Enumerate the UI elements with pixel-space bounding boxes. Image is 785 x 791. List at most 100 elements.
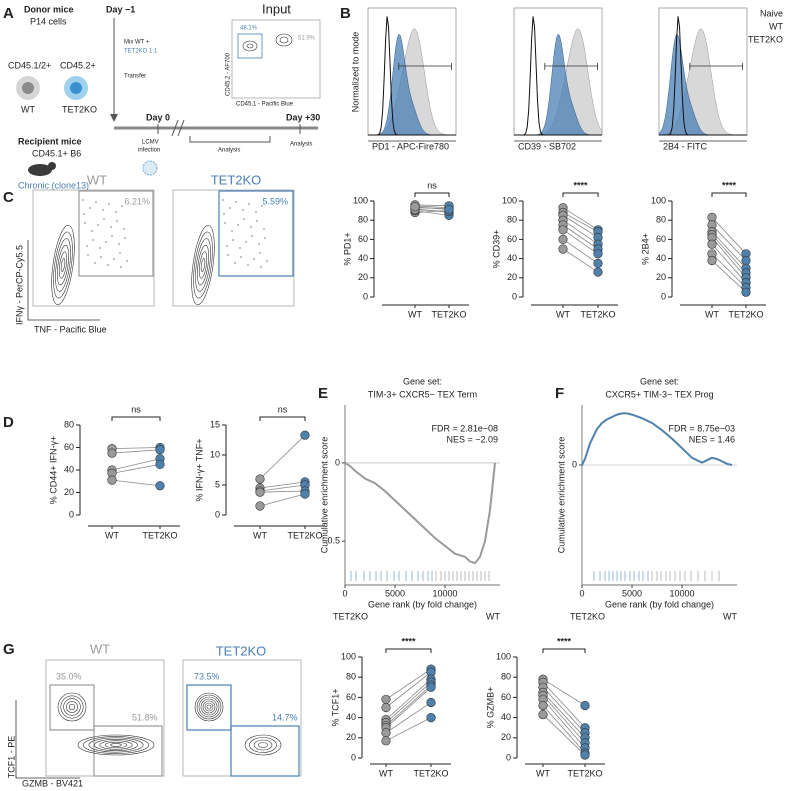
panel-label: C <box>3 189 14 206</box>
event-dot <box>87 254 89 256</box>
pair-line <box>711 260 747 293</box>
event-dot <box>245 241 247 243</box>
event-dot <box>105 241 107 243</box>
analysis-text: Analysis <box>290 142 312 148</box>
y-tick-label: 20 <box>346 732 356 742</box>
cell-icon <box>70 82 82 94</box>
axis-label: IFNγ - PerCP-Cy5.5 <box>14 245 24 325</box>
axis-label: GZMB - BV421 <box>22 778 83 788</box>
x-tick-label: TET2KO <box>142 530 177 540</box>
infection-text: infection <box>138 148 160 154</box>
significance-label: **** <box>573 180 588 190</box>
pair-line <box>542 695 586 744</box>
contour <box>51 225 75 305</box>
event-dot <box>121 205 123 207</box>
event-dot <box>86 245 88 247</box>
pair-line <box>259 493 306 507</box>
x-tick-label: WT <box>556 309 570 319</box>
contour <box>193 231 213 299</box>
transfer-text: Transfer <box>124 74 146 80</box>
event-dot <box>266 260 268 262</box>
chart-title: TIM-3+ CXCR5− TEX Term <box>368 389 477 399</box>
contour <box>110 743 122 747</box>
y-tick-label: 20 <box>64 487 74 497</box>
pair-line <box>111 449 161 454</box>
significance-bracket <box>414 192 450 197</box>
event-dot <box>261 205 263 207</box>
contour <box>200 258 206 272</box>
y-axis-label: % IFN-γ+ TNF+ <box>194 438 204 501</box>
virus-icon <box>142 160 158 176</box>
panel-label: A <box>3 5 14 22</box>
pair-line <box>562 215 599 238</box>
event-dot <box>243 218 245 220</box>
event-dot <box>95 201 97 203</box>
y-tick-label: 40 <box>358 253 368 263</box>
x-tick-label: WT <box>536 768 550 778</box>
pair-line <box>711 224 747 261</box>
data-point <box>381 736 391 746</box>
significance-label: **** <box>557 636 572 646</box>
recipient-title: Recipient mice <box>18 136 82 146</box>
data-point <box>538 709 548 720</box>
data-point <box>381 694 391 705</box>
y-tick-label: 15 <box>210 419 220 429</box>
pair-line <box>414 210 450 216</box>
contour <box>197 244 209 286</box>
contour <box>83 736 149 754</box>
end-label: WT <box>486 611 500 621</box>
contour <box>202 700 216 714</box>
event-dot <box>227 254 229 256</box>
x-tick-label: TET2KO <box>431 309 466 319</box>
x-tick-label: WT <box>379 768 393 778</box>
pair-line <box>542 699 586 749</box>
axis-label: TNF - Pacific Blue <box>34 324 107 334</box>
y-axis-label: % PD1+ <box>342 232 352 265</box>
contour <box>194 692 224 722</box>
break-mark <box>171 119 185 137</box>
event-dot <box>258 243 260 245</box>
significance-label: **** <box>401 636 416 646</box>
gate <box>93 725 163 777</box>
histogram <box>514 16 602 136</box>
data-point <box>255 474 265 484</box>
contour <box>258 742 268 748</box>
event-dot <box>231 230 233 232</box>
axis-label: CD45.1 - Pacific Blue <box>236 102 294 108</box>
y-axis-label: % TCF1+ <box>330 688 340 726</box>
gate-label: 5.59% <box>262 196 288 206</box>
gate-label: 35.0% <box>56 671 82 681</box>
y-tick-label: 100 <box>496 651 511 661</box>
data-point <box>558 234 568 244</box>
x-tick-label: 5000 <box>622 588 642 598</box>
event-dot <box>255 211 257 213</box>
y-tick-label: 80 <box>346 672 356 682</box>
input-title: Input <box>262 1 291 16</box>
axis-arrow <box>27 240 100 321</box>
annotation: FDR = 8.75e−03 <box>668 423 735 433</box>
event-dot <box>92 239 94 241</box>
pair-line <box>542 705 586 754</box>
pair-line <box>711 243 747 283</box>
pair-line <box>562 229 599 255</box>
event-dot <box>102 209 104 211</box>
data-point <box>741 255 751 266</box>
end-label: TET2KO <box>333 611 368 621</box>
gate-bracket <box>398 63 452 70</box>
mouse-icon <box>48 162 56 170</box>
data-point <box>155 445 165 455</box>
pair-line <box>542 692 586 739</box>
y-tick-label: 60 <box>346 692 356 702</box>
panel-label: E <box>318 385 328 402</box>
pair-line <box>385 684 432 726</box>
data-point <box>107 448 117 458</box>
event-dot <box>84 222 86 224</box>
y-tick-label: 10 <box>210 449 220 459</box>
pair-line <box>414 204 450 207</box>
data-point <box>426 682 436 692</box>
pair-line <box>385 671 432 708</box>
x-tick-label: TET2KO <box>580 309 615 319</box>
axis-label: CD39 - SB702 <box>518 141 576 151</box>
y-tick-label: 60 <box>507 234 517 244</box>
pair-line <box>111 458 161 471</box>
